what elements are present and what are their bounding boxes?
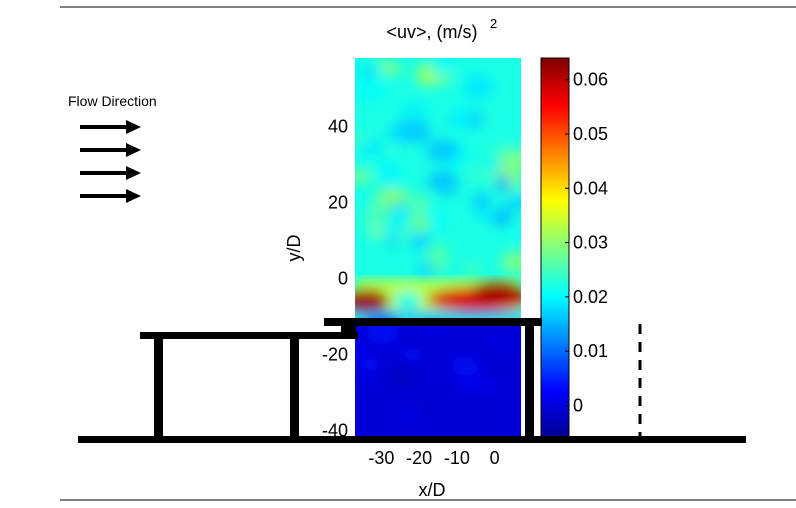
below-wall-blob [455,373,474,386]
texture-blob [504,227,520,243]
y-tick-label: -20 [322,344,348,364]
texture-blob [386,235,400,247]
below-wall-blob [470,346,499,366]
colorbar-tick-label: 0 [573,395,583,415]
texture-blob [398,102,430,116]
x-axis-ticks: -30 -20 -10 0 [368,448,499,468]
texture-blob [505,196,521,210]
heatmap-field [355,58,521,438]
texture-blob [375,187,411,206]
x-axis-label: x/D [419,480,446,500]
texture-blob [381,159,395,189]
texture-blob [396,117,431,140]
texture-blob [463,73,494,101]
texture-blob [367,150,380,176]
below-wall-blob [485,331,512,351]
below-wall-texture [355,316,521,438]
colorbar-tick-label: 0.03 [573,233,608,253]
texture-blob [436,169,459,197]
downstream-plate [324,318,542,326]
upstream-support-right [290,339,299,438]
y-tick-label: 0 [338,268,348,288]
texture-blob [501,120,521,140]
texture-blob [386,141,407,152]
texture-blob [425,139,460,163]
y-axis-ticks: 40 20 0 -20 -40 [322,116,348,440]
shear-core-tip [471,281,521,302]
below-wall-blob [401,348,423,362]
texture-blob [454,103,469,131]
below-wall-blob [396,416,429,438]
ground-plate [78,436,746,443]
flow-arrow-head [126,120,141,134]
below-wall-blob [398,334,421,349]
texture-blob [426,243,450,273]
texture-blob [462,261,483,279]
below-wall-blob [474,387,495,412]
below-wall-blob [503,378,521,402]
below-wall-blob [416,323,446,338]
downstream-support [525,326,534,438]
colorbar [540,57,570,439]
x-tick-label: 0 [490,448,500,468]
chart-title: <uv>, (m/s) [386,22,477,42]
texture-blob [355,76,387,102]
flow-arrow-head [126,143,141,157]
colorbar-tick-label: 0.06 [573,70,608,90]
step-block [341,325,356,337]
below-wall-blob [442,327,472,346]
y-tick-label: 40 [328,116,348,136]
texture-blob [359,67,379,79]
heatmap-texture [355,58,521,280]
flow-arrow-head [126,166,141,180]
chart-title-superscript: 2 [490,16,497,31]
texture-blob [465,165,492,184]
flow-arrow-head [126,189,141,203]
y-tick-label: -40 [322,420,348,440]
texture-blob [375,58,390,68]
y-axis-label: y/D [284,234,304,261]
upstream-support-left [154,339,163,438]
upstream-platform [140,332,358,339]
texture-blob [359,209,395,226]
flow-direction-label: Flow Direction [68,93,157,109]
below-wall-blob [394,401,420,422]
x-tick-label: -30 [368,448,394,468]
texture-blob [495,173,512,194]
shear-lower-edge [355,311,521,320]
y-tick-label: 20 [328,192,348,212]
texture-blob [410,231,431,251]
shear-core-left [355,289,389,314]
colorbar-tick-label: 0.05 [573,124,608,144]
texture-blob [361,141,384,153]
flow-arrows [80,120,141,203]
colorbar-tick-label: 0.01 [573,341,608,361]
texture-blob [355,131,368,144]
below-wall-blob [421,396,439,415]
texture-blob [497,151,520,164]
texture-blob [472,192,490,212]
texture-blob [473,207,500,221]
shear-gap [394,292,422,311]
colorbar-tick-label: 0.02 [573,287,608,307]
x-tick-label: -20 [406,448,432,468]
texture-blob [500,250,521,274]
shear-layer [355,279,521,320]
below-wall-blob [355,345,367,364]
texture-blob [432,58,449,78]
colorbar-ticks: 0.06 0.05 0.04 0.03 0.02 0.01 0 [565,70,608,415]
below-wall-blob [355,366,371,384]
x-tick-label: -10 [444,448,470,468]
colorbar-tick-label: 0.04 [573,178,608,198]
texture-blob [407,213,433,233]
below-wall-blob [384,369,411,390]
